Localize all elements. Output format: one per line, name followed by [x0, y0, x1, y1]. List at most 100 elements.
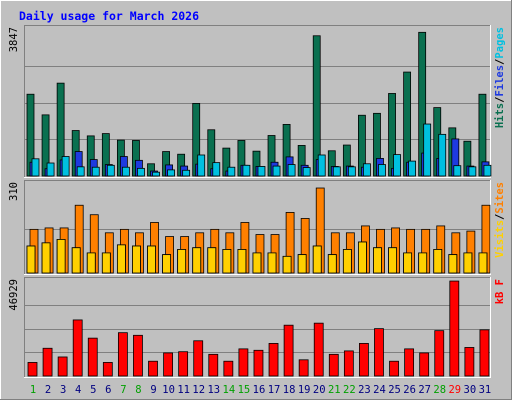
bar-visits-front-day-4 [71, 247, 81, 274]
x-axis-day-label-24: 24 [373, 384, 386, 396]
bar-pages-day-4 [76, 166, 85, 177]
bar-kb-f-day-15 [238, 348, 249, 377]
x-axis-day-label-23: 23 [358, 384, 371, 396]
bar-visits-front-day-17 [267, 252, 277, 274]
x-axis-day-label-10: 10 [162, 384, 175, 396]
x-axis-day-label-20: 20 [313, 384, 326, 396]
bar-pages-day-10 [167, 169, 175, 177]
bar-kb-f-day-26 [404, 348, 415, 377]
bar-pages-day-21 [332, 166, 341, 177]
legend-item-kb-f: kB F [494, 279, 506, 304]
x-axis-day-label-7: 7 [120, 384, 126, 396]
bar-pages-day-22 [347, 166, 356, 177]
panel-0-legend: Hits/Files/Pages [494, 27, 506, 128]
bar-visits-front-day-5 [86, 252, 96, 274]
bar-visits-front-day-29 [448, 254, 458, 274]
bar-pages-day-5 [91, 166, 100, 177]
x-axis-day-label-21: 21 [328, 384, 341, 396]
bar-kb-f-day-19 [298, 359, 309, 377]
bar-pages-day-23 [363, 163, 371, 177]
bar-pages-day-18 [287, 164, 296, 177]
bar-kb-f-day-12 [193, 340, 204, 377]
x-axis-day-label-29: 29 [448, 384, 461, 396]
panel-0-ymax-label: 3847 [8, 27, 20, 52]
x-axis-day-label-14: 14 [223, 384, 236, 396]
bar-pages-day-31 [483, 164, 492, 177]
bar-kb-f-day-24 [374, 328, 384, 377]
x-axis-day-label-16: 16 [253, 384, 266, 396]
bar-visits-front-day-13 [207, 247, 217, 274]
x-axis-day-label-17: 17 [268, 384, 281, 396]
bar-pages-day-1 [31, 158, 40, 177]
legend-item-pages: Pages [494, 27, 506, 59]
bar-pages-day-17 [272, 165, 281, 177]
bar-visits-front-day-23 [358, 241, 367, 274]
chart-title: Daily usage for March 2026 [19, 9, 199, 23]
bar-pages-day-3 [61, 156, 70, 177]
x-axis-day-label-12: 12 [192, 384, 205, 396]
legend-item-visits: Visits [494, 220, 506, 258]
bar-pages-day-26 [408, 160, 417, 177]
bar-pages-day-25 [393, 154, 401, 177]
bar-kb-f-day-4 [72, 319, 83, 377]
x-axis-day-label-31: 31 [479, 384, 492, 396]
bar-kb-f-day-9 [148, 360, 158, 377]
x-axis-day-label-15: 15 [238, 384, 251, 396]
bar-pages-day-15 [242, 164, 251, 177]
x-axis-day-label-30: 30 [464, 384, 477, 396]
bar-kb-f-day-1 [27, 362, 38, 377]
bar-visits-front-day-31 [478, 252, 488, 274]
bar-kb-f-day-27 [419, 352, 430, 377]
bar-kb-f-day-14 [223, 360, 234, 377]
bar-visits-front-day-7 [116, 244, 126, 274]
bar-pages-day-27 [423, 123, 432, 177]
bar-pages-day-14 [227, 166, 236, 177]
bar-visits-front-day-21 [327, 254, 337, 274]
bar-kb-f-day-6 [102, 362, 113, 377]
bar-pages-day-20 [317, 154, 326, 177]
bar-visits-front-day-27 [418, 252, 428, 274]
bar-pages-day-30 [468, 166, 477, 177]
x-axis-day-label-19: 19 [298, 384, 311, 396]
x-axis-day-label-28: 28 [433, 384, 446, 396]
x-axis-day-label-11: 11 [177, 384, 190, 396]
x-axis-day-label-27: 27 [418, 384, 431, 396]
bar-visits-front-day-9 [147, 245, 156, 274]
x-axis-day-label-5: 5 [90, 384, 96, 396]
bar-kb-f-day-16 [253, 349, 264, 377]
bar-pages-day-28 [438, 133, 447, 177]
x-axis-day-label-9: 9 [150, 384, 156, 396]
x-axis-day-label-8: 8 [135, 384, 141, 396]
x-axis-day-label-26: 26 [403, 384, 416, 396]
bar-pages-day-11 [182, 169, 191, 177]
bar-pages-day-29 [453, 165, 462, 177]
bar-pages-day-7 [121, 166, 130, 177]
bar-kb-f-day-13 [208, 353, 219, 377]
x-axis-day-label-6: 6 [105, 384, 111, 396]
panel-2-ymax-label: 46929 [8, 279, 20, 311]
bar-pages-day-24 [378, 164, 386, 177]
bar-visits-front-day-26 [403, 252, 413, 274]
bar-pages-day-8 [137, 167, 145, 177]
bar-kb-f-day-18 [283, 324, 294, 377]
bar-visits-front-day-22 [342, 249, 352, 274]
bar-visits-front-day-8 [132, 245, 141, 274]
bar-visits-front-day-10 [162, 254, 171, 274]
bar-kb-f-day-5 [87, 337, 98, 377]
bar-visits-front-day-18 [282, 255, 292, 274]
bar-visits-front-day-28 [433, 249, 443, 274]
x-axis-day-label-22: 22 [343, 384, 356, 396]
bar-pages-day-9 [152, 171, 160, 177]
bar-visits-front-day-30 [463, 252, 473, 274]
bar-pages-day-16 [257, 166, 266, 177]
bar-kb-f-day-3 [57, 356, 68, 377]
bar-visits-front-day-3 [56, 239, 66, 274]
bar-visits-front-day-14 [222, 249, 232, 274]
bar-pages-day-13 [212, 162, 221, 177]
bar-pages-day-12 [197, 154, 206, 177]
bar-visits-front-day-11 [177, 249, 187, 274]
bar-kb-f-day-30 [464, 347, 475, 377]
bar-hits-day-26 [403, 71, 412, 177]
x-axis-day-label-2: 2 [45, 384, 51, 396]
